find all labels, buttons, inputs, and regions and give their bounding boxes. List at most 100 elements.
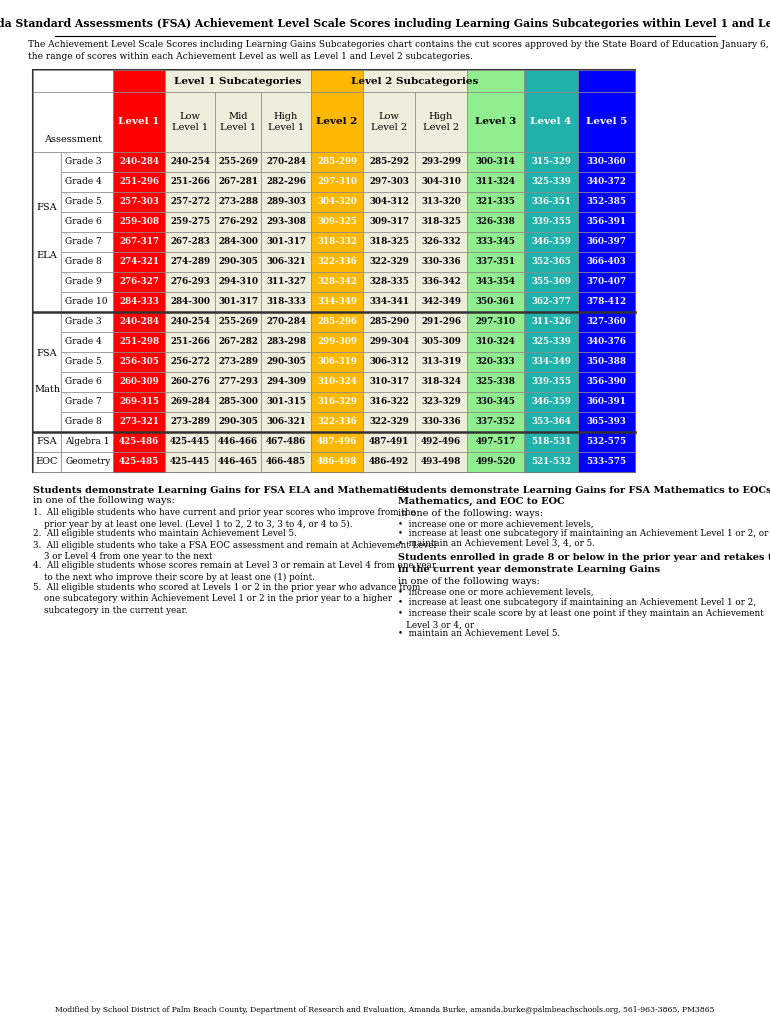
Bar (113, 272, 165, 292)
Bar (311, 292, 363, 312)
Text: Mid
Level 1: Mid Level 1 (220, 112, 256, 132)
Text: 267-282: 267-282 (218, 338, 258, 346)
Bar (61, 392, 113, 412)
Bar (415, 412, 467, 432)
Text: 350-361: 350-361 (476, 298, 515, 306)
Text: High
Level 1: High Level 1 (268, 112, 304, 132)
Bar (261, 372, 311, 392)
Bar (524, 412, 578, 432)
Bar (215, 152, 261, 172)
Bar (61, 372, 113, 392)
Bar (165, 312, 215, 332)
Text: 306-321: 306-321 (266, 257, 306, 266)
Text: 518-531: 518-531 (531, 437, 571, 446)
Bar (415, 172, 467, 193)
Text: 493-498: 493-498 (421, 458, 461, 467)
Bar (363, 272, 415, 292)
Text: 337-352: 337-352 (476, 418, 515, 427)
Text: 294-310: 294-310 (218, 278, 258, 287)
Text: 240-284: 240-284 (119, 158, 159, 167)
Text: 326-332: 326-332 (421, 238, 460, 247)
Text: 259-275: 259-275 (170, 217, 210, 226)
Bar (578, 212, 635, 232)
Text: 285-290: 285-290 (369, 317, 409, 327)
Text: 343-354: 343-354 (476, 278, 515, 287)
Text: Students demonstrate Learning Gains for FSA ELA and Mathematics: Students demonstrate Learning Gains for … (33, 486, 409, 495)
Bar (113, 432, 165, 452)
Bar (467, 193, 524, 212)
Bar (415, 252, 467, 272)
Bar (61, 312, 113, 332)
Bar (113, 332, 165, 352)
Text: Grade 4: Grade 4 (65, 177, 102, 186)
Text: 533-575: 533-575 (587, 458, 627, 467)
Text: 251-266: 251-266 (170, 338, 210, 346)
Text: 313-320: 313-320 (421, 198, 461, 207)
Text: 283-298: 283-298 (266, 338, 306, 346)
Bar (113, 70, 165, 92)
Text: 276-293: 276-293 (170, 278, 210, 287)
Bar (61, 452, 113, 472)
Bar (311, 332, 363, 352)
Text: 256-272: 256-272 (170, 357, 210, 367)
Text: 318-333: 318-333 (266, 298, 306, 306)
Text: Grade 6: Grade 6 (65, 217, 102, 226)
Bar (165, 392, 215, 412)
Bar (415, 193, 467, 212)
Bar (165, 232, 215, 252)
Bar (311, 372, 363, 392)
Text: 290-305: 290-305 (218, 257, 258, 266)
Text: Grade 4: Grade 4 (65, 338, 102, 346)
Bar (261, 272, 311, 292)
Text: 274-289: 274-289 (170, 257, 210, 266)
Text: 282-296: 282-296 (266, 177, 306, 186)
Text: 320-333: 320-333 (476, 357, 515, 367)
Bar (165, 92, 215, 152)
Bar (165, 172, 215, 193)
Text: in one of the following ways:: in one of the following ways: (398, 577, 540, 586)
Bar (261, 452, 311, 472)
Bar (363, 92, 415, 152)
Bar (363, 332, 415, 352)
Bar (113, 232, 165, 252)
Text: Math: Math (34, 385, 60, 394)
Bar (215, 452, 261, 472)
Bar (113, 352, 165, 372)
Text: Grade 5: Grade 5 (65, 198, 102, 207)
Bar (261, 172, 311, 193)
Text: 425-445: 425-445 (170, 437, 210, 446)
Bar (415, 232, 467, 252)
Text: 267-317: 267-317 (119, 238, 159, 247)
Bar (578, 152, 635, 172)
Bar (363, 252, 415, 272)
Bar (578, 193, 635, 212)
Bar (578, 70, 635, 92)
Text: 466-485: 466-485 (266, 458, 306, 467)
Text: 336-342: 336-342 (421, 278, 461, 287)
Bar (165, 193, 215, 212)
Bar (524, 332, 578, 352)
Text: 334-349: 334-349 (317, 298, 357, 306)
Text: 267-283: 267-283 (170, 238, 210, 247)
Text: 273-289: 273-289 (218, 357, 258, 367)
Bar (363, 372, 415, 392)
Text: 360-397: 360-397 (587, 238, 627, 247)
Bar (261, 152, 311, 172)
Text: 310-317: 310-317 (369, 378, 409, 386)
Bar (467, 232, 524, 252)
Text: The Achievement Level Scale Scores including Learning Gains Subcategories chart : The Achievement Level Scale Scores inclu… (28, 40, 770, 49)
Text: •  increase their scale score by at least one point if they maintain an Achievem: • increase their scale score by at least… (398, 608, 764, 630)
Text: •  maintain an Achievement Level 5.: • maintain an Achievement Level 5. (398, 629, 560, 638)
Bar (113, 292, 165, 312)
Bar (261, 432, 311, 452)
Text: 297-310: 297-310 (317, 177, 357, 186)
Text: 309-317: 309-317 (369, 217, 409, 226)
Bar (467, 292, 524, 312)
Bar (578, 292, 635, 312)
Text: 326-338: 326-338 (476, 217, 515, 226)
Bar (215, 312, 261, 332)
Text: 285-299: 285-299 (317, 158, 357, 167)
Bar (311, 92, 363, 152)
Bar (311, 70, 363, 92)
Bar (524, 252, 578, 272)
